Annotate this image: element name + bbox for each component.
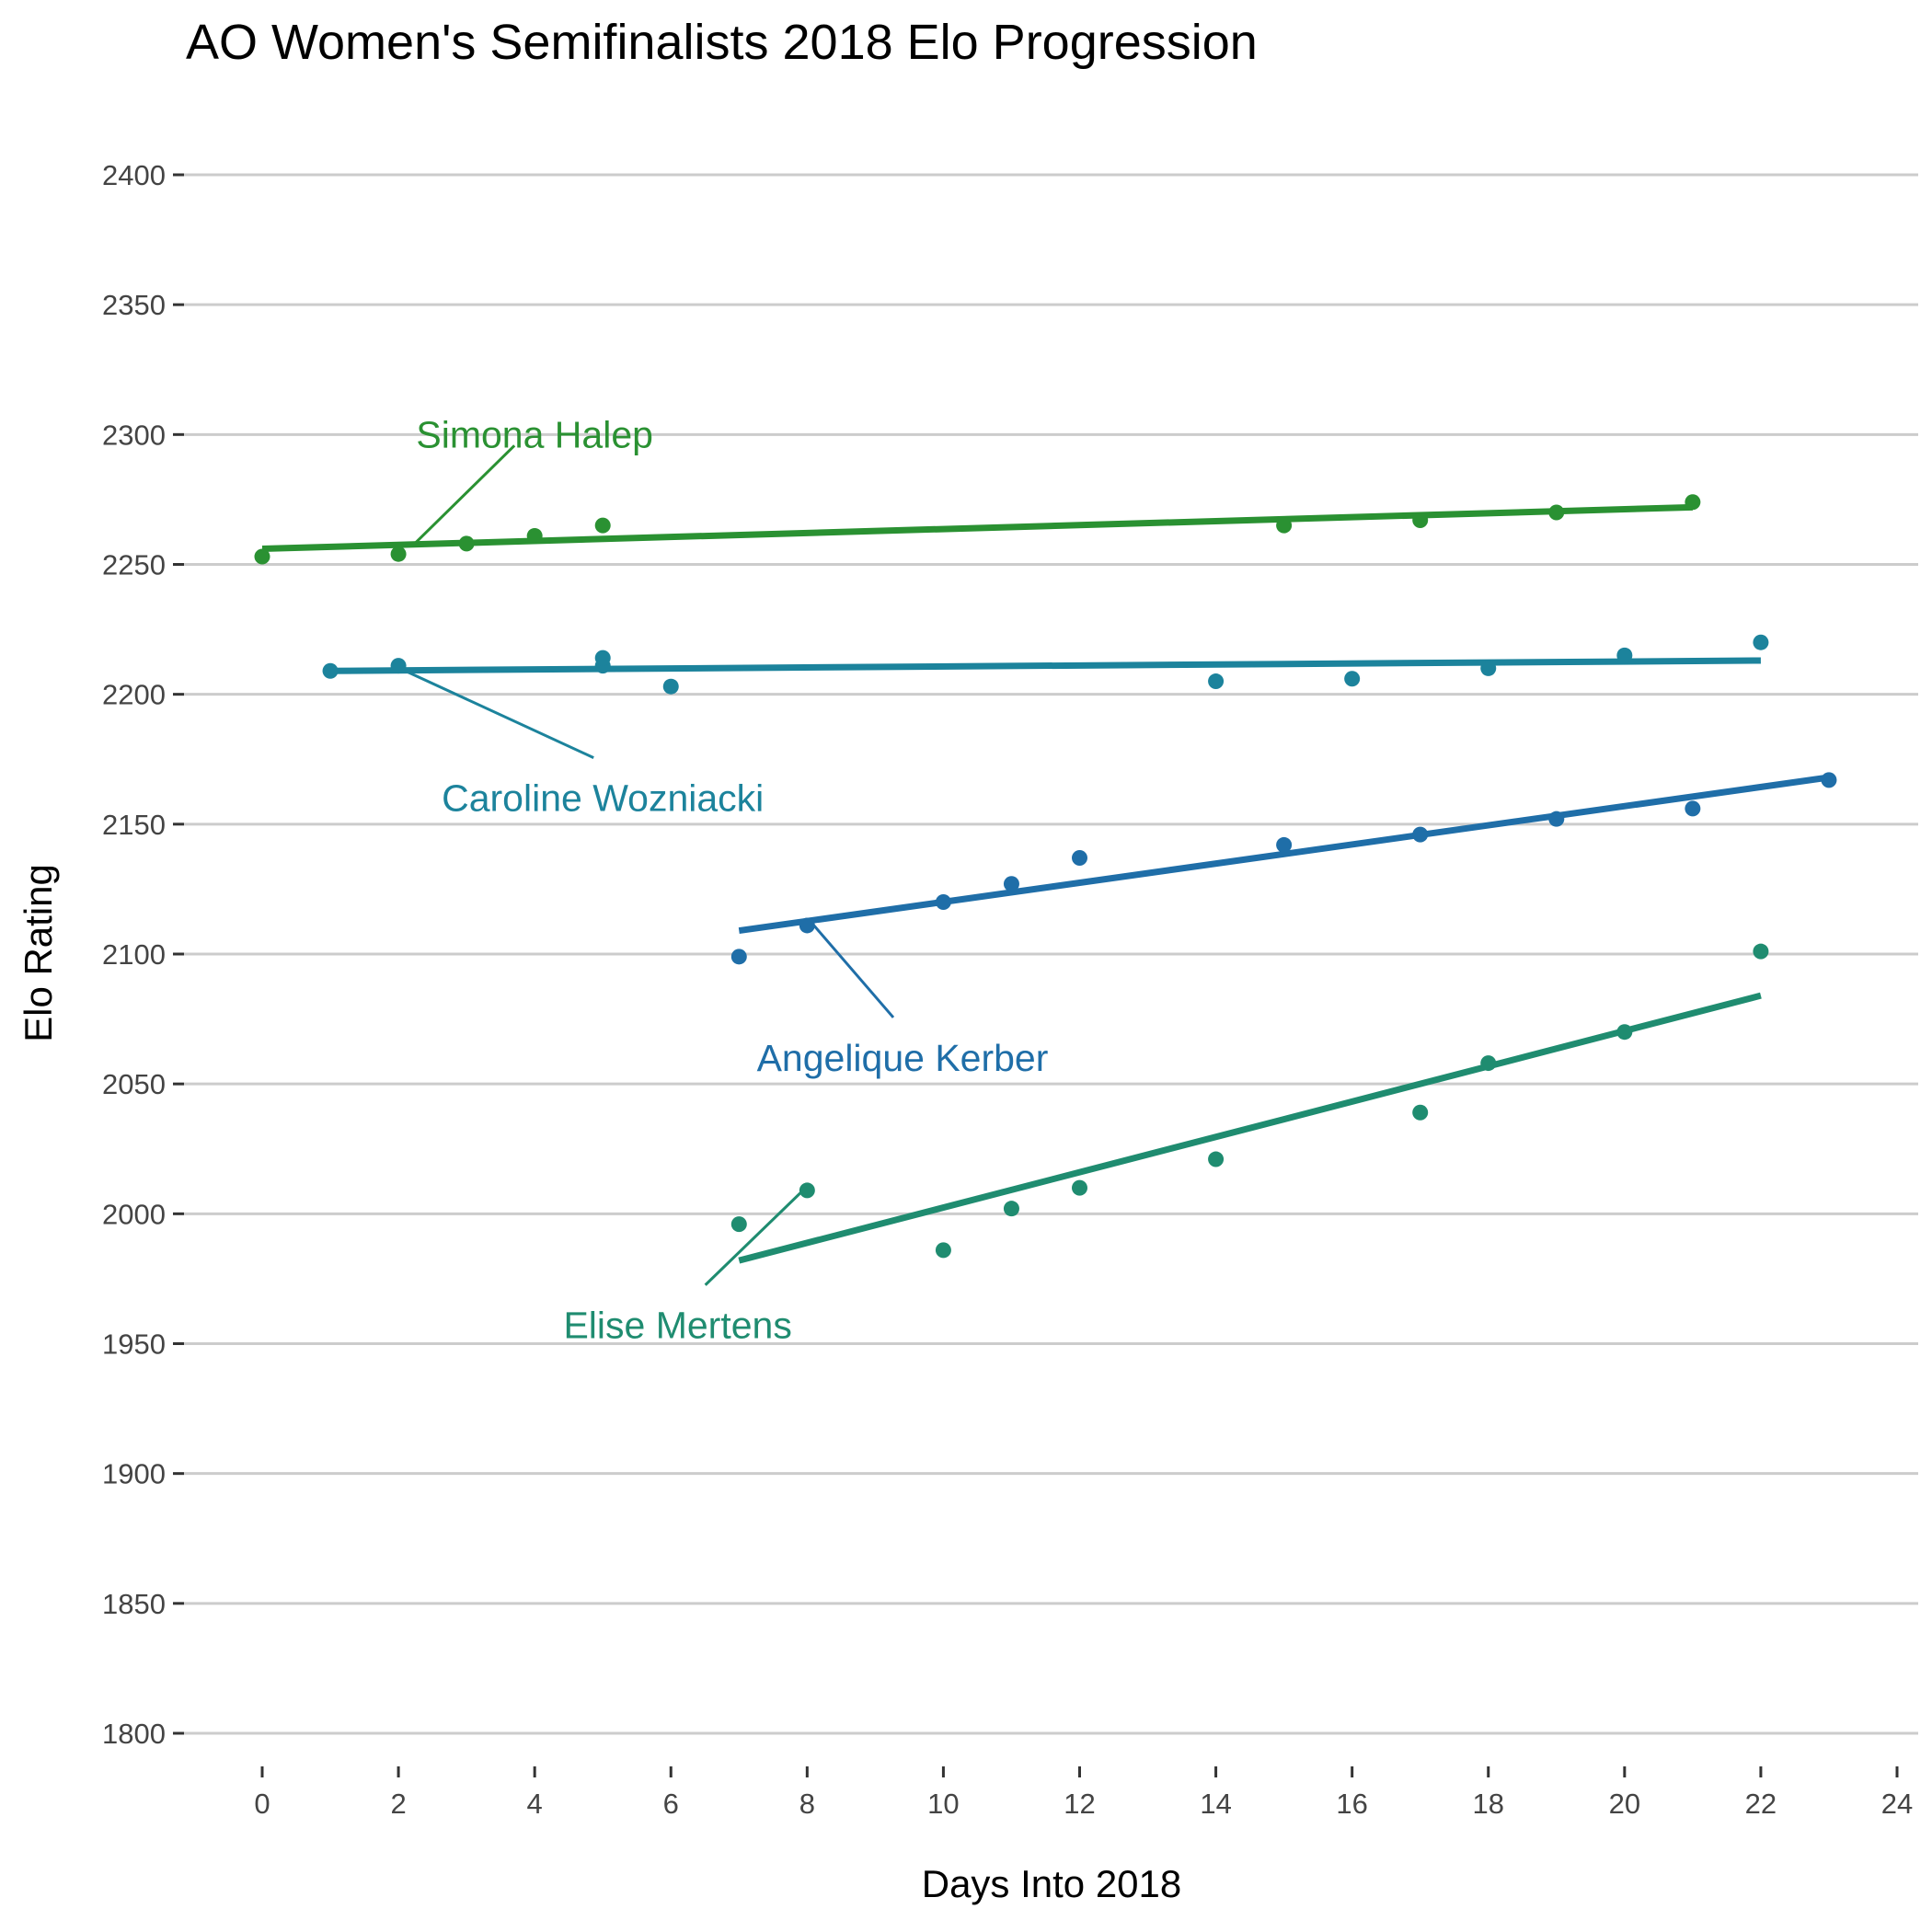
y-tick-label-2150: 2150	[102, 809, 166, 841]
x-tick-label-20: 20	[1609, 1788, 1640, 1820]
data-point-caroline-wozniacki-6	[1344, 671, 1361, 687]
x-tick-label-4: 4	[527, 1788, 543, 1820]
x-tick-label-2: 2	[390, 1788, 406, 1820]
series-layer: Simona Halep Caroline Wozniacki Angelique …	[254, 413, 1837, 1347]
x-tick-label-8: 8	[799, 1788, 815, 1820]
y-tick-label-1900: 1900	[102, 1458, 166, 1490]
label-leader-simona-halep	[410, 444, 516, 547]
y-tick-label-2400: 2400	[102, 159, 166, 191]
data-point-angelique-kerber-7	[1548, 811, 1565, 827]
data-point-simona-halep-3	[526, 527, 543, 544]
x-axis: 0 2 4 6 8 10 12 14 16 18 20 22 24	[254, 1766, 1913, 1820]
x-tick-label-14: 14	[1200, 1788, 1231, 1820]
chart-title: AO Women's Semifinalists 2018 Elo Progre…	[186, 15, 1258, 70]
data-point-elise-mertens-3	[1003, 1201, 1019, 1217]
data-point-elise-mertens-1	[799, 1182, 815, 1199]
trend-line-simona-halep	[261, 503, 1693, 553]
data-point-angelique-kerber-2	[935, 894, 951, 911]
y-tick-label-1850: 1850	[102, 1588, 166, 1620]
data-point-simona-halep-1	[390, 546, 407, 562]
data-point-angelique-kerber-8	[1685, 800, 1701, 817]
data-point-elise-mertens-5	[1208, 1151, 1225, 1167]
data-point-elise-mertens-0	[730, 1216, 747, 1233]
label-leader-angelique-kerber	[812, 924, 895, 1018]
data-point-caroline-wozniacki-0	[322, 662, 339, 679]
data-point-elise-mertens-8	[1616, 1024, 1633, 1041]
data-point-angelique-kerber-4	[1072, 850, 1087, 867]
data-point-elise-mertens-2	[935, 1242, 951, 1259]
data-point-caroline-wozniacki-5	[1208, 673, 1225, 690]
x-tick-label-0: 0	[254, 1788, 270, 1820]
x-tick-label-18: 18	[1473, 1788, 1504, 1820]
y-axis-title: Elo Rating	[17, 864, 60, 1042]
label-leader-caroline-wozniacki	[404, 669, 594, 759]
data-point-elise-mertens-9	[1753, 943, 1769, 960]
series-simona-halep: Simona Halep	[254, 413, 1701, 565]
y-tick-label-2300: 2300	[102, 419, 166, 451]
series-label-angelique-kerber: Angelique Kerber	[757, 1037, 1049, 1079]
y-tick-label-1950: 1950	[102, 1328, 166, 1361]
x-tick-label-24: 24	[1881, 1788, 1913, 1820]
trend-line-elise-mertens	[738, 992, 1762, 1264]
data-point-caroline-wozniacki-8	[1616, 647, 1633, 663]
data-point-angelique-kerber-9	[1821, 772, 1837, 788]
series-label-simona-halep: Simona Halep	[416, 413, 653, 455]
x-tick-label-16: 16	[1336, 1788, 1367, 1820]
series-angelique-kerber: Angelique Kerber	[730, 772, 1837, 1079]
trend-line-caroline-wozniacki	[330, 657, 1761, 674]
data-point-angelique-kerber-0	[730, 949, 747, 965]
data-point-simona-halep-2	[458, 535, 475, 552]
label-leader-elise-mertens	[704, 1191, 801, 1286]
y-tick-label-2350: 2350	[102, 289, 166, 321]
data-point-angelique-kerber-5	[1276, 836, 1293, 853]
data-point-angelique-kerber-3	[1003, 876, 1019, 892]
series-label-elise-mertens: Elise Mertens	[563, 1305, 791, 1347]
series-label-caroline-wozniacki: Caroline Wozniacki	[442, 777, 764, 820]
y-tick-label-1800: 1800	[102, 1718, 166, 1750]
data-point-simona-halep-0	[254, 548, 270, 565]
x-tick-label-12: 12	[1064, 1788, 1095, 1820]
data-point-caroline-wozniacki-1	[390, 658, 407, 674]
x-tick-label-22: 22	[1745, 1788, 1777, 1820]
y-axis: 1800 1850 1900 1950 2000 2050 2100 2150 2200 2250…	[102, 159, 184, 1750]
y-tick-label-2050: 2050	[102, 1068, 166, 1100]
data-point-angelique-kerber-6	[1412, 826, 1429, 843]
x-tick-label-6: 6	[663, 1788, 679, 1820]
grid-lines	[184, 173, 1918, 1735]
data-point-elise-mertens-4	[1072, 1179, 1087, 1196]
data-point-elise-mertens-7	[1480, 1055, 1497, 1072]
data-point-angelique-kerber-1	[799, 917, 815, 934]
y-tick-label-2200: 2200	[102, 679, 166, 711]
data-point-simona-halep-6	[1412, 512, 1429, 529]
data-point-caroline-wozniacki-7	[1480, 660, 1497, 676]
data-point-simona-halep-4	[594, 517, 611, 534]
series-caroline-wozniacki: Caroline Wozniacki	[322, 634, 1769, 820]
data-point-simona-halep-8	[1685, 494, 1701, 511]
data-point-simona-halep-7	[1548, 504, 1565, 521]
data-point-simona-halep-5	[1276, 517, 1293, 534]
y-tick-label-2100: 2100	[102, 938, 166, 971]
data-point-caroline-wozniacki-3	[594, 650, 611, 666]
y-tick-label-2250: 2250	[102, 549, 166, 581]
data-point-caroline-wozniacki-4	[662, 678, 679, 695]
data-point-elise-mertens-6	[1412, 1104, 1429, 1121]
x-axis-title: Days Into 2018	[922, 1862, 1182, 1905]
trend-line-angelique-kerber	[738, 774, 1830, 935]
y-tick-label-2000: 2000	[102, 1198, 166, 1230]
x-tick-label-10: 10	[927, 1788, 959, 1820]
data-point-caroline-wozniacki-9	[1753, 634, 1769, 650]
series-elise-mertens: Elise Mertens	[563, 943, 1769, 1347]
